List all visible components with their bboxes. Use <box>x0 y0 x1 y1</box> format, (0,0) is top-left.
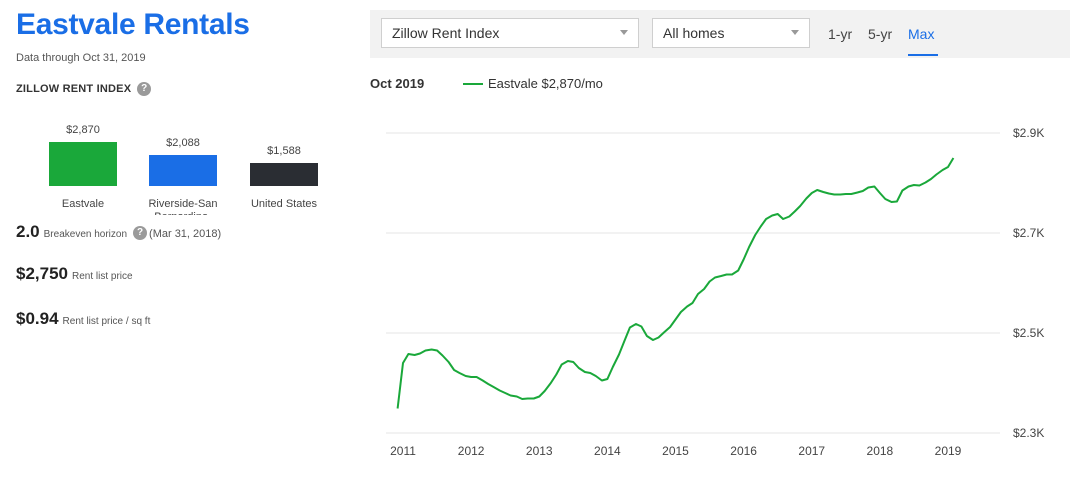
range-max[interactable]: Max <box>908 26 935 42</box>
series-line-eastvale <box>396 157 955 409</box>
x-tick-label: 2014 <box>594 444 621 458</box>
bar-col-united-states: $1,588 United States <box>239 118 329 218</box>
y-tick-label: $2.3K <box>1013 426 1044 440</box>
chevron-down-icon <box>791 30 799 35</box>
range-1yr[interactable]: 1-yr <box>828 26 853 42</box>
x-tick-label: 2012 <box>458 444 485 458</box>
y-tick-label: $2.9K <box>1013 126 1044 140</box>
rent-index-heading-text: ZILLOW RENT INDEX <box>16 82 132 95</box>
bar <box>250 163 318 186</box>
bar-value-label: $1,588 <box>267 145 301 157</box>
bar <box>149 155 217 186</box>
index-select[interactable]: Zillow Rent Index <box>381 18 639 48</box>
x-tick-label: 2013 <box>526 444 553 458</box>
bar-value-label: $2,870 <box>66 124 100 136</box>
page-title: Eastvale Rentals <box>16 8 250 41</box>
x-tick-label: 2017 <box>798 444 825 458</box>
summary-panel: Eastvale Rentals Data through Oct 31, 20… <box>0 0 340 488</box>
y-tick-label: $2.7K <box>1013 226 1044 240</box>
y-tick-label: $2.5K <box>1013 326 1044 340</box>
x-tick-label: 2011 <box>390 444 416 458</box>
rent-sqft-value: $0.94 <box>16 309 59 328</box>
bar-name-label: United States <box>250 198 318 210</box>
x-tick-label: 2016 <box>730 444 757 458</box>
bar <box>49 142 117 186</box>
x-tick-label: 2018 <box>867 444 894 458</box>
bar-col-riverside: $2,088 Riverside-San Bernardino- <box>138 118 228 218</box>
range-5yr[interactable]: 5-yr <box>868 26 893 42</box>
help-icon[interactable]: ? <box>137 82 152 96</box>
data-through-date: Data through Oct 31, 2019 <box>16 52 146 64</box>
legend-series-label: Eastvale $2,870/mo <box>488 76 603 91</box>
stat-breakeven: 2.0 Breakeven horizon? (Mar 31, 2018) <box>16 222 221 242</box>
bar-col-eastvale: $2,870 Eastvale <box>38 118 128 218</box>
x-tick-label: 2019 <box>935 444 962 458</box>
help-icon[interactable]: ? <box>133 225 148 240</box>
stat-rent-list-price: $2,750 Rent list price <box>16 264 133 284</box>
home-type-select-value: All homes <box>663 25 725 41</box>
breakeven-label: Breakeven horizon <box>43 229 128 240</box>
bar-name-label: Eastvale <box>61 198 105 210</box>
rent-list-label: Rent list price <box>72 271 133 282</box>
stat-rent-per-sqft: $0.94 Rent list price / sq ft <box>16 309 150 329</box>
legend-swatch <box>463 83 483 85</box>
breakeven-value: 2.0 <box>16 222 40 241</box>
x-tick-label: 2015 <box>662 444 689 458</box>
chart-toolbar: Zillow Rent Index All homes 1-yr 5-yr Ma… <box>370 10 1070 58</box>
index-select-value: Zillow Rent Index <box>392 25 500 41</box>
rent-list-value: $2,750 <box>16 264 68 283</box>
chart-date-label: Oct 2019 <box>370 76 425 91</box>
rent-sqft-label: Rent list price / sq ft <box>62 316 151 327</box>
active-range-indicator <box>908 54 938 56</box>
rent-index-heading: ZILLOW RENT INDEX? <box>16 82 152 96</box>
home-type-select[interactable]: All homes <box>652 18 810 48</box>
chevron-down-icon <box>620 30 628 35</box>
breakeven-date: (Mar 31, 2018) <box>149 228 222 240</box>
bar-value-label: $2,088 <box>166 137 200 149</box>
bar-name-label: Riverside-San Bernardino- <box>148 198 218 215</box>
